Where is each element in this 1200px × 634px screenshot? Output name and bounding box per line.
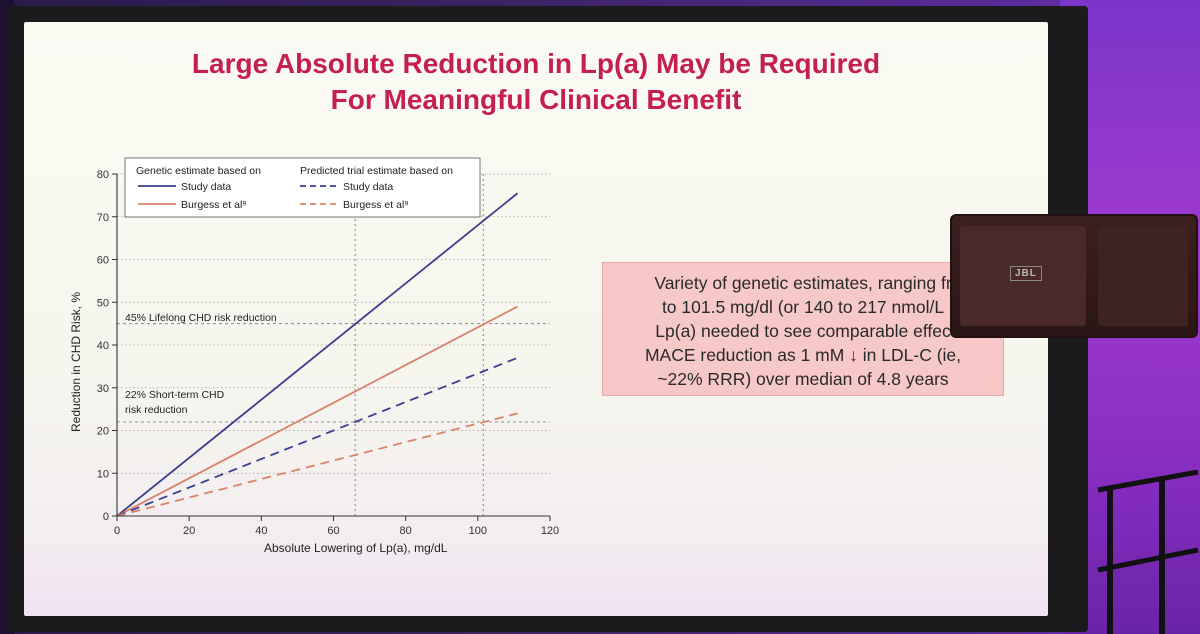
stage-railing	[1097, 470, 1199, 634]
y-tick-label-30: 30	[97, 383, 109, 395]
x-tick-label-100: 100	[469, 525, 487, 537]
y-tick-label-60: 60	[97, 255, 109, 267]
x-axis-title: Absolute Lowering of Lp(a), mg/dL	[264, 541, 448, 555]
loudspeaker: JBL	[950, 214, 1198, 338]
series-line-0	[116, 192, 519, 517]
callout-line-3: Lp(a) needed to see comparable effec	[655, 321, 951, 341]
slide-title-line-1: Large Absolute Reduction in Lp(a) May be…	[191, 48, 881, 79]
x-tick-label-60: 60	[327, 525, 339, 537]
chart-legend: Genetic estimate based on Predicted tria…	[124, 157, 481, 218]
annotation-lifelong-reduction: 45% Lifelong CHD risk reduction	[125, 312, 277, 324]
speaker-logo: JBL	[1010, 266, 1042, 281]
series-line-1	[116, 305, 518, 517]
x-tick-label-80: 80	[400, 525, 412, 537]
y-tick-label-80: 80	[97, 169, 109, 181]
railing-bar-top	[1097, 470, 1199, 493]
annotation-short-term-line-1: 22% Short-term CHD	[125, 389, 225, 401]
chart: 0 10 20 30 40 50 60 70 80 0 20 40 60 80 100 120 Genetic…	[69, 157, 559, 555]
legend-entry-genetic-burgess: Burgess et al⁹	[181, 199, 247, 211]
y-tick-label-0: 0	[103, 511, 109, 523]
legend-group-header-genetic: Genetic estimate based on	[136, 165, 261, 177]
slide-title: Large Absolute Reduction in Lp(a) May be…	[64, 46, 1008, 118]
presentation-slide: Large Absolute Reduction in Lp(a) May be…	[24, 22, 1048, 616]
y-axis-title: Reduction in CHD Risk, %	[69, 292, 83, 432]
x-tick-label-20: 20	[183, 525, 195, 537]
legend-entry-trial-burgess: Burgess et al⁹	[343, 199, 409, 211]
callout-line-1: Variety of genetic estimates, ranging fr	[654, 273, 952, 293]
x-tick-label-0: 0	[114, 525, 120, 537]
callout-line-4: MACE reduction as 1 mM ↓ in LDL-C (ie,	[644, 345, 962, 365]
x-tick-label-120: 120	[541, 525, 559, 537]
legend-entry-trial-study: Study data	[343, 181, 393, 193]
series-line-2	[116, 356, 518, 517]
legend-group-header-trial: Predicted trial estimate based on	[300, 165, 453, 177]
slide-title-line-2: For Meaningful Clinical Benefit	[330, 84, 742, 115]
y-tick-label-50: 50	[97, 297, 109, 309]
callout-line-5: ~22% RRR) over median of 4.8 years	[657, 369, 949, 389]
annotation-short-term-line-2: risk reduction	[125, 404, 188, 416]
chart-axes: 0 10 20 30 40 50 60 70 80 0 20 40 60 80 100 120	[97, 169, 559, 537]
legend-box	[124, 157, 481, 218]
series-line-3	[116, 412, 518, 517]
y-tick-label-20: 20	[97, 426, 109, 438]
chart-reference-lines	[117, 174, 550, 516]
legend-entry-genetic-study: Study data	[181, 181, 231, 193]
railing-bar-bottom	[1097, 547, 1199, 573]
y-tick-label-40: 40	[97, 340, 109, 352]
callout-box: Variety of genetic estimates, ranging fr…	[602, 262, 1004, 396]
x-tick-label-40: 40	[255, 525, 267, 537]
y-tick-label-70: 70	[97, 212, 109, 224]
callout-line-2: to 101.5 mg/dl (or 140 to 217 nmol/L	[661, 297, 945, 317]
y-tick-label-10: 10	[97, 468, 109, 480]
chart-series	[116, 192, 519, 517]
